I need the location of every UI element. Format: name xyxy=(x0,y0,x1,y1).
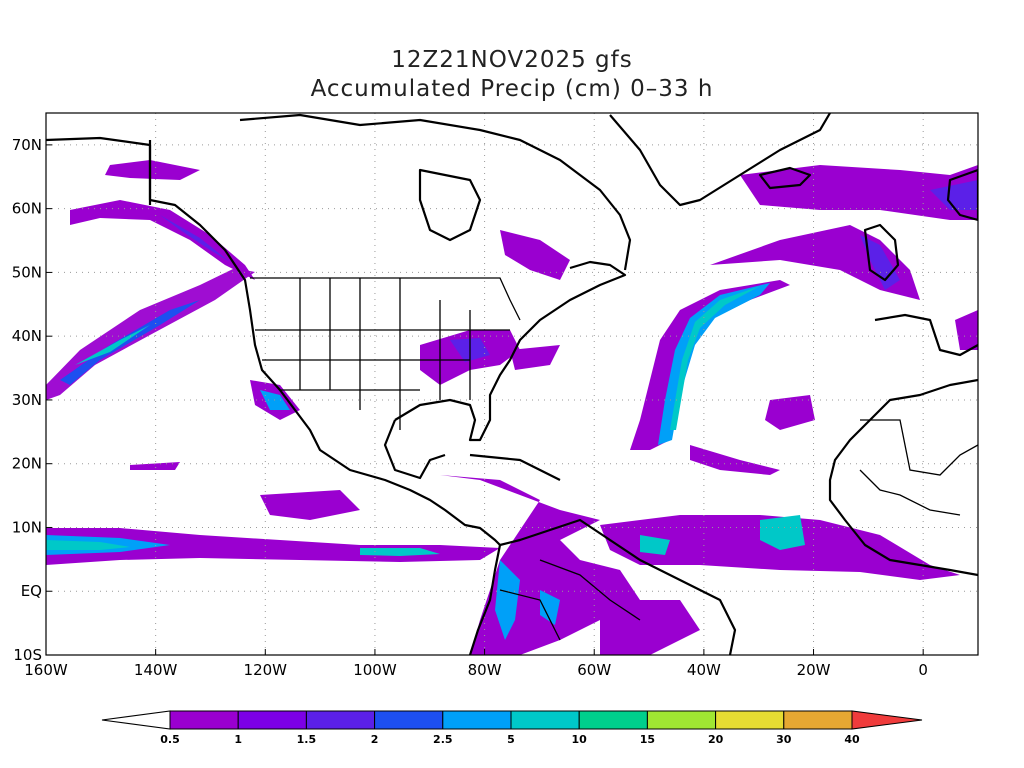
colorbar-label: 40 xyxy=(844,733,860,746)
map-frame xyxy=(45,112,979,656)
colorbar-label: 1.5 xyxy=(297,733,317,746)
colorbar-label: 15 xyxy=(640,733,655,746)
lat-label: 50N xyxy=(12,263,42,281)
coast-north-america xyxy=(46,136,501,546)
precip-fields xyxy=(46,160,978,655)
lat-label: 20N xyxy=(12,455,42,473)
colorbar-swatch xyxy=(305,710,376,730)
colorbar-label: 2 xyxy=(371,733,379,746)
lon-label: 80W xyxy=(468,661,502,679)
coastlines xyxy=(46,113,978,655)
lon-label: 140W xyxy=(134,661,178,679)
latitude-labels: 70N 60N 50N 40N 30N 20N 10N EQ 10S xyxy=(12,136,52,664)
precip-pacific-band xyxy=(46,268,255,400)
precip-itcz-pacific xyxy=(46,528,500,565)
lat-label: EQ xyxy=(21,582,42,600)
colorbar-label: 2.5 xyxy=(433,733,453,746)
longitude-labels: 160W 140W 120W 100W 80W 60W 40W 20W 0 xyxy=(24,649,928,679)
colorbar: 0.5 1 1.5 2 2.5 5 10 15 20 30 40 xyxy=(101,710,923,746)
colorbar-label: 20 xyxy=(708,733,724,746)
colorbar-label: 30 xyxy=(776,733,792,746)
lon-label: 60W xyxy=(577,661,611,679)
lat-label: 70N xyxy=(12,136,42,154)
lon-label: 0 xyxy=(918,661,928,679)
colorbar-label: 1 xyxy=(234,733,242,746)
colorbar-swatch xyxy=(237,710,307,730)
coast-africa xyxy=(828,378,978,577)
colorbar-swatch xyxy=(510,710,580,730)
colorbar-label: 5 xyxy=(507,733,515,746)
lat-label: 40N xyxy=(12,327,42,345)
lon-label: 40W xyxy=(687,661,721,679)
lat-label: 60N xyxy=(12,200,42,218)
precip-alaska-coast xyxy=(70,200,255,280)
lat-label: 10N xyxy=(12,518,42,536)
lat-label: 10S xyxy=(13,646,42,664)
map-subtitle: Accumulated Precip (cm) 0–33 h xyxy=(310,76,714,102)
lon-label: 20W xyxy=(797,661,831,679)
colorbar-min-arrow xyxy=(101,710,171,730)
colorbar-swatch xyxy=(783,710,853,730)
colorbar-swatch xyxy=(646,710,717,730)
colorbar-label: 10 xyxy=(572,733,588,746)
colorbar-max-arrow xyxy=(851,710,923,730)
colorbar-swatch xyxy=(374,710,444,730)
colorbar-swatch xyxy=(715,710,785,730)
precip-central-america xyxy=(440,475,640,655)
lon-label: 100W xyxy=(353,661,397,679)
colorbar-label: 0.5 xyxy=(160,733,180,746)
map-title: 12Z21NOV2025 gfs xyxy=(391,47,633,73)
colorbar-swatch xyxy=(169,710,239,730)
coast-south-america xyxy=(499,518,737,655)
colorbar-swatch xyxy=(578,710,648,730)
lon-label: 120W xyxy=(244,661,288,679)
political-borders xyxy=(250,277,978,641)
lon-label: 160W xyxy=(24,661,68,679)
lat-label: 30N xyxy=(12,391,42,409)
coast-greenland xyxy=(609,113,831,207)
colorbar-swatch xyxy=(442,710,512,730)
